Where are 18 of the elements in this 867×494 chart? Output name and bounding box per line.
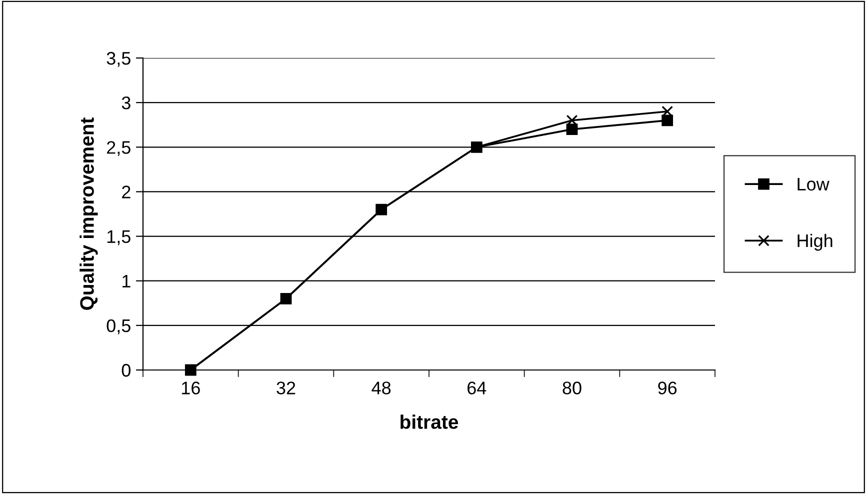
y-tick-label: 3 (122, 96, 130, 110)
x-tick-label: 80 (562, 382, 582, 394)
x-tick-label: 64 (468, 382, 486, 394)
legend-label: High (798, 234, 832, 251)
y-tick-label: 0 (122, 364, 130, 377)
x-axis-title: bitrate (400, 414, 458, 429)
x-tick-label: 96 (658, 382, 677, 394)
y-tick-label: 0,5 (106, 319, 130, 334)
y-tick-label: 1,5 (107, 230, 130, 246)
x-tick-label: 48 (372, 382, 391, 394)
legend-label: Low (798, 178, 830, 191)
y-tick-label: 3,5 (106, 52, 130, 67)
y-tick-label: 2,5 (107, 141, 130, 156)
x-tick-label: 16 (182, 382, 200, 394)
y-tick-label: 1 (122, 274, 130, 288)
y-tick-label: 2 (122, 186, 130, 198)
x-tick-label: 32 (276, 382, 296, 394)
y-axis-title: Quality improvement (80, 118, 98, 310)
